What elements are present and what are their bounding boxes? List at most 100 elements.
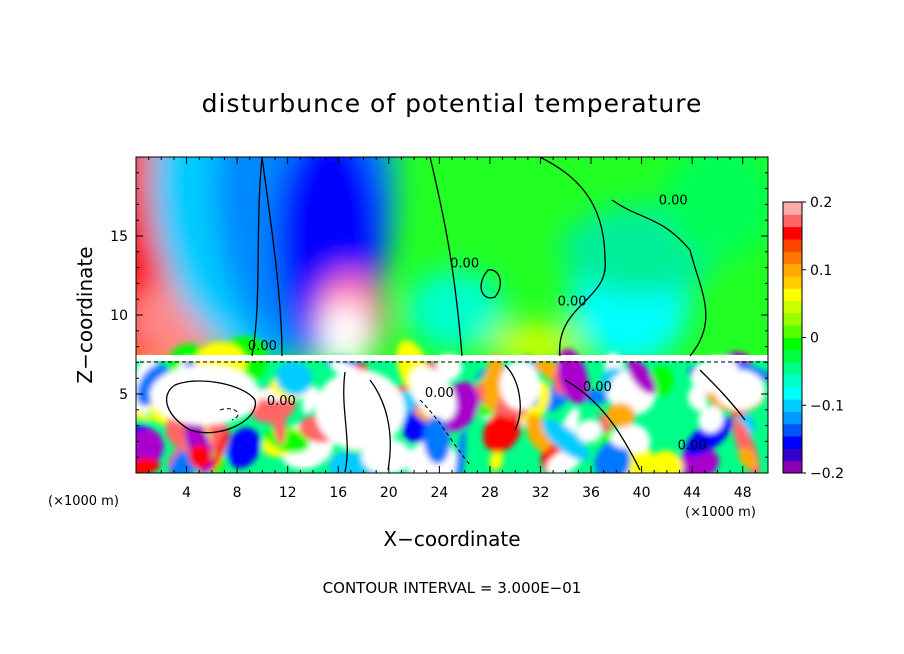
colorbar-swatch [783,238,802,252]
x-tick-label: 40 [633,485,651,501]
y-axis-title: Z−coordinate [73,246,97,383]
field-region [320,300,370,370]
colorbar-swatch [783,411,802,425]
field-region [724,360,768,382]
field-region [627,358,656,395]
contour-line [539,157,606,357]
contour-label: 0.00 [659,193,688,208]
contour-label: 0.00 [425,386,454,401]
field-region [188,444,212,468]
x-tick-label: 48 [734,485,752,501]
contour-line [504,364,521,431]
colorbar-swatch [783,214,802,228]
colorbar-swatch [783,349,802,363]
x-tick-label: 16 [329,485,347,501]
x-unit-label: (×1000 m) [685,505,756,520]
chart-title: disturbunce of potential temperature [202,89,703,118]
colorbar-tick-label: −0.1 [810,398,844,414]
colorbar-swatch [783,226,802,240]
contour-label: 0.00 [583,380,612,395]
colorbar-swatch [783,362,802,375]
contour-line [611,199,707,357]
contour-interval-note: CONTOUR INTERVAL = 3.000E−01 [323,579,582,597]
y-axis: 5 10 15 [110,172,768,458]
field-region [489,450,503,471]
colorbar-swatch [783,325,802,338]
field-region [605,402,636,428]
field-region [500,360,540,410]
field-region [275,360,312,396]
colorbar-swatch [783,374,802,388]
colorbar-swatch [783,300,802,314]
field-region [211,428,230,473]
field-region [483,410,521,453]
contour-line [261,157,283,357]
colorbar: 0.2 0.1 0 −0.1 −0.2 [782,195,844,482]
colorbar-tick-label: 0 [810,331,819,347]
y-unit-label: (×1000 m) [48,494,119,509]
x-tick-label: 36 [582,485,600,501]
plot-area [136,157,768,473]
field-region [651,450,684,473]
interface-band [136,355,768,361]
colorbar-swatch [783,202,802,215]
x-axis: 4 8 12 16 20 24 28 32 36 40 44 48 [148,157,756,501]
contour-line [429,157,463,357]
x-tick-label: 28 [481,485,499,501]
colorbar-swatch [783,275,802,289]
field-region [665,157,768,260]
contour-line-negative [219,408,239,421]
x-tick-label: 12 [279,485,297,501]
y-tick-label: 10 [110,308,128,324]
field-region [136,458,161,473]
field-region [409,365,457,422]
contour-labels: 0.00 0.00 0.00 0.00 0.00 0.00 0.00 0.00 [248,193,707,453]
colorbar-tick-label: −0.2 [810,466,844,482]
contour-line [343,371,348,473]
colorbar-tick-label: 0.1 [810,263,832,279]
x-tick-label: 20 [380,485,398,501]
field-region [272,401,286,445]
colorbar-tick-label: 0.2 [810,195,832,211]
field-region [715,370,765,410]
colorbar-swatch [783,399,802,412]
colorbar-swatch [783,448,802,462]
contour-line [480,269,501,299]
x-tick-label: 8 [233,485,242,501]
contour-line [166,380,256,434]
contour-label: 0.00 [558,295,587,310]
contour-line [251,157,263,357]
field-region [698,405,724,433]
x-tick-label: 4 [182,485,191,501]
x-axis-title: X−coordinate [383,527,520,551]
x-tick-label: 32 [532,485,550,501]
contour-label: 0.00 [450,257,479,272]
colorbar-swatch [783,263,802,277]
colorbar-swatch [783,436,802,449]
field-region [687,387,708,412]
upper-field [136,157,768,380]
contour-label: 0.00 [267,394,296,409]
field-region [136,428,164,465]
colorbar-swatch [783,386,802,400]
contour-line [564,379,641,471]
field-region [302,386,319,414]
colorbar-swatch [783,312,802,326]
contour-line [369,379,391,471]
x-tick-label: 24 [430,485,448,501]
colorbar-swatch [783,337,802,351]
y-tick-label: 5 [119,387,128,403]
field-region [454,428,467,473]
field-region [226,427,261,469]
colorbar-swatch [783,423,802,437]
field-region [610,425,648,449]
colorbar-swatch [783,288,802,302]
contour-line [699,369,746,421]
field-region [483,354,505,410]
contour-lines [140,157,768,473]
colorbar-swatch [783,251,802,265]
field-region [541,419,590,461]
contour-label: 0.00 [248,339,277,354]
contour-line-negative [419,399,471,466]
